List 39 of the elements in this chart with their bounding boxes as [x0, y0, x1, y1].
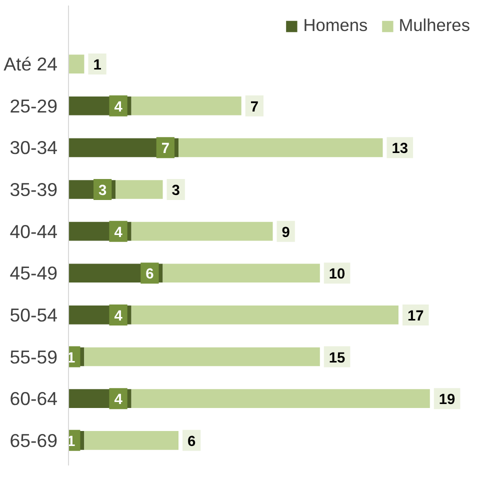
- y-tick-label: 30-34: [10, 137, 58, 158]
- y-tick-label: 60-64: [10, 388, 58, 410]
- legend-label: Homens: [303, 15, 368, 36]
- y-tick-label: 45-49: [10, 262, 58, 284]
- bar: [131, 306, 398, 324]
- y-tick-label: 65-69: [10, 430, 58, 451]
- data-label: 13: [392, 141, 408, 158]
- bar: [131, 389, 430, 408]
- data-label: 17: [407, 308, 424, 324]
- bar: [68, 54, 84, 74]
- data-label: 6: [146, 266, 154, 283]
- y-tick-label: 25-29: [10, 95, 58, 116]
- data-label: 9: [282, 224, 290, 241]
- y-tick-label: 40-44: [10, 220, 58, 242]
- legend-label: Mulheres: [398, 15, 470, 36]
- bar: [131, 96, 242, 116]
- y-tick-label: 35-39: [10, 179, 58, 200]
- data-label: 10: [328, 266, 346, 283]
- bar: [84, 347, 320, 366]
- y-tick-label: 50-54: [10, 304, 58, 326]
- data-label: 3: [98, 183, 107, 199]
- y-tick-label: Até 24: [4, 54, 58, 75]
- bar: [162, 264, 320, 283]
- bar: [116, 180, 163, 199]
- data-label: 7: [161, 141, 170, 158]
- data-label: 6: [187, 434, 196, 450]
- data-label: 7: [250, 99, 258, 116]
- y-tick-label: 55-59: [10, 346, 58, 368]
- data-label: 4: [114, 392, 124, 408]
- data-label: 4: [114, 99, 124, 116]
- data-label: 3: [172, 183, 180, 199]
- data-label: 1: [93, 58, 102, 74]
- bar: [178, 138, 383, 158]
- data-label: 19: [438, 392, 456, 408]
- bar: [84, 431, 178, 450]
- bar: [131, 222, 273, 241]
- data-label: 4: [114, 224, 124, 241]
- data-label: 4: [114, 308, 124, 324]
- data-label: 15: [328, 350, 346, 366]
